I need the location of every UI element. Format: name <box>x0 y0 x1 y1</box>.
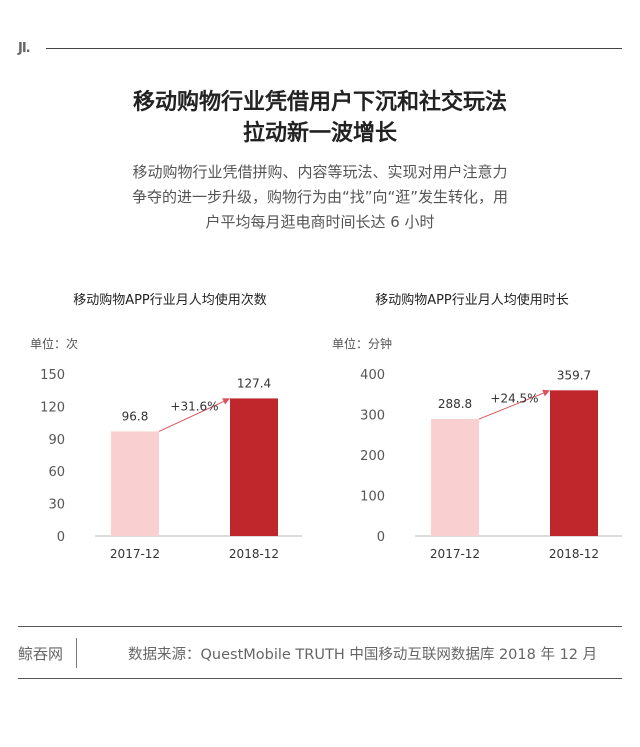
count-growth-arrow-head <box>222 398 230 405</box>
time-ytick-label: 0 <box>377 530 385 545</box>
unit-label-time: 单位：分钟 <box>332 337 393 351</box>
usage-count-chart: 0 30 60 90 120 150 96.8 2017-12 127.4 2018-12 +31.… <box>40 368 302 561</box>
count-value-label: 96.8 <box>122 409 149 423</box>
count-ytick-label: 120 <box>40 400 65 415</box>
count-value-label: 127.4 <box>237 376 271 390</box>
time-ytick-label: 300 <box>360 409 385 424</box>
data-source-note: 数据来源：QuestMobile TRUTH 中国移动互联网数据库 2018 年… <box>128 647 598 663</box>
footer-divider-top <box>18 626 622 627</box>
time-growth-arrow-line <box>478 390 549 420</box>
count-xtick-label: 2018-12 <box>229 547 279 561</box>
time-value-label: 288.8 <box>438 397 472 411</box>
count-xtick-label: 2017-12 <box>110 547 160 561</box>
chart-title-usage-count: 移动购物APP行业月人均使用次数 <box>73 293 267 308</box>
time-growth-label: +24.5% <box>490 391 538 405</box>
time-bar-2018-12 <box>550 390 598 536</box>
footer-divider-bottom <box>18 678 622 679</box>
count-bar-2018-12 <box>230 398 278 536</box>
brand-logo: JI. <box>18 41 31 56</box>
count-ytick-label: 60 <box>48 465 65 480</box>
count-ytick-label: 90 <box>48 433 65 448</box>
count-growth-arrow-line <box>158 398 229 432</box>
subtitle-line3: 户平均每月逛电商时间长达 6 小时 <box>205 213 435 231</box>
time-bar-2017-12 <box>431 419 479 536</box>
time-value-label: 359.7 <box>557 368 591 382</box>
footer-separator <box>76 638 77 668</box>
chart-title-usage-time: 移动购物APP行业月人均使用时长 <box>375 293 569 308</box>
time-xtick-label: 2018-12 <box>549 547 599 561</box>
count-ytick-label: 30 <box>48 498 65 513</box>
page-title-line1: 移动购物行业凭借用户下沉和社交玩法 <box>132 90 507 115</box>
count-growth-label: +31.6% <box>170 399 218 413</box>
subtitle-line2: 争夺的进一步升级，购物行为由“找”向“逛”发生转化，用 <box>131 188 509 206</box>
usage-time-chart: 0 100 200 300 400 288.8 2017-12 359.7 2018-12 +24… <box>360 368 622 561</box>
time-ytick-label: 400 <box>360 368 385 383</box>
page-title-line2: 拉动新一波增长 <box>242 121 397 146</box>
footer-brand: 鲸吞网 <box>18 645 64 663</box>
count-ytick-label: 150 <box>40 368 65 383</box>
time-growth-arrow-head <box>542 389 550 397</box>
time-ytick-label: 100 <box>360 490 385 505</box>
time-ytick-label: 200 <box>360 449 385 464</box>
count-ytick-label: 0 <box>57 530 65 545</box>
count-bar-2017-12 <box>111 431 159 536</box>
top-divider <box>46 48 622 49</box>
time-xtick-label: 2017-12 <box>430 547 480 561</box>
unit-label-count: 单位：次 <box>30 337 79 351</box>
subtitle-line1: 移动购物行业凭借拼购、内容等玩法、实现对用户注意力 <box>132 163 508 181</box>
